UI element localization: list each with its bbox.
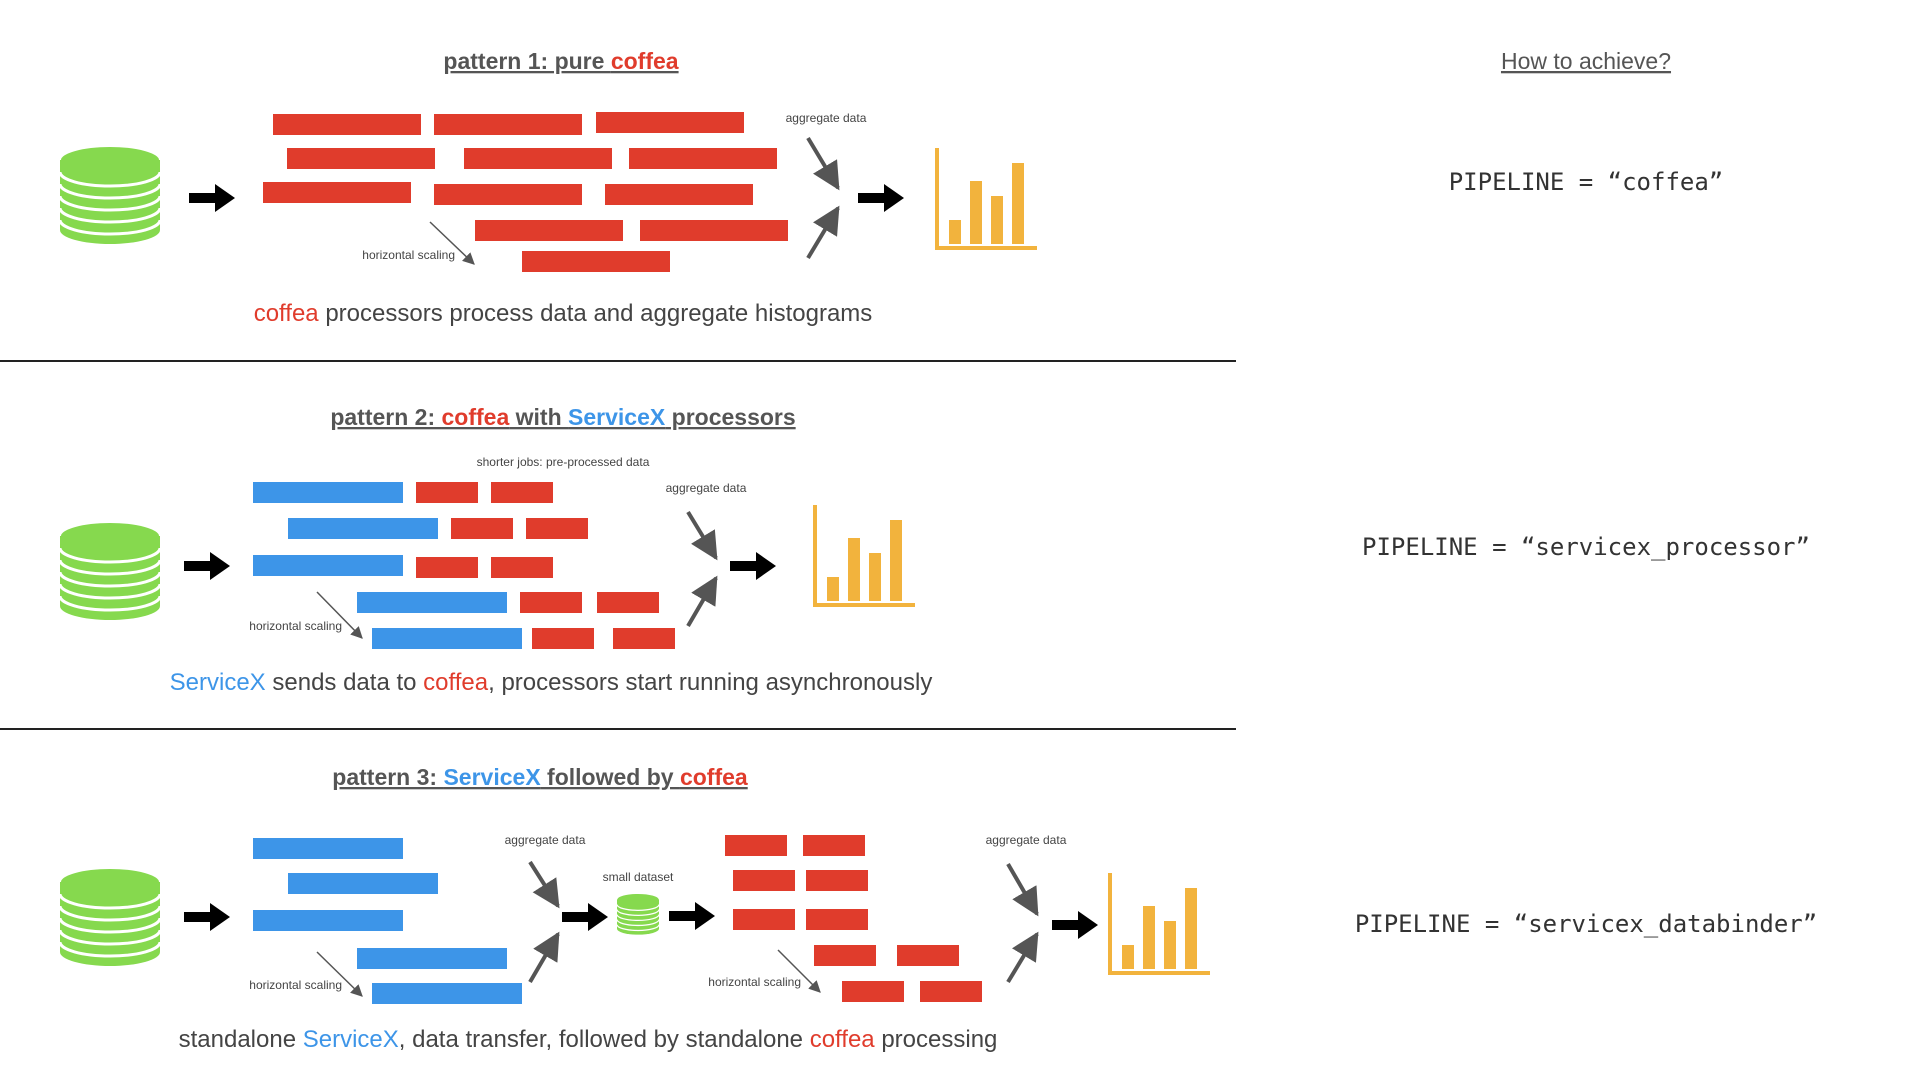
coffea-job — [522, 251, 670, 272]
aggregate-label: aggregate data — [666, 481, 747, 495]
servicex-job — [357, 948, 507, 969]
arrow-icon — [858, 184, 904, 212]
shorter-jobs-label: shorter jobs: pre-processed data — [477, 455, 650, 469]
aggregate-label: aggregate data — [505, 833, 586, 847]
histogram-icon — [935, 146, 1039, 250]
scaling-arrow — [777, 949, 821, 993]
database-icon — [58, 520, 162, 622]
histogram-icon — [1108, 871, 1212, 975]
arrow-icon — [562, 903, 608, 931]
aggregate-label: aggregate data — [786, 111, 867, 125]
coffea-job — [733, 909, 795, 930]
coffea-processors — [725, 835, 982, 1002]
aggregate-arrow-in — [1006, 862, 1039, 917]
coffea-job — [725, 835, 787, 856]
servicex-transformers — [253, 482, 522, 649]
coffea-job — [416, 482, 478, 503]
aggregate-arrow-in — [686, 510, 718, 561]
pipeline-code-3: PIPELINE = “servicex_databinder” — [1355, 910, 1817, 938]
arrow-icon — [184, 903, 230, 931]
arrow-icon — [730, 552, 776, 580]
coffea-job — [920, 981, 982, 1002]
coffea-job — [613, 628, 675, 649]
coffea-job — [520, 592, 582, 613]
coffea-job — [434, 114, 582, 135]
pattern-2-title: pattern 2: coffea with ServiceX processo… — [330, 404, 795, 430]
servicex-job — [357, 592, 507, 613]
coffea-job — [597, 592, 659, 613]
coffea-job — [733, 870, 795, 891]
arrow-icon — [669, 902, 715, 930]
coffea-job — [475, 220, 623, 241]
pattern-3-caption: standalone ServiceX, data transfer, foll… — [179, 1026, 998, 1053]
coffea-job — [897, 945, 959, 966]
aggregate-arrow-in — [686, 575, 718, 628]
servicex-job — [253, 910, 403, 931]
pipeline-code-1: PIPELINE = “coffea” — [1449, 168, 1724, 196]
arrow-icon — [184, 552, 230, 580]
servicex-job — [253, 838, 403, 859]
arrow-icon — [1052, 911, 1098, 939]
coffea-job — [605, 184, 753, 205]
pattern-2-caption: ServiceX sends data to coffea, processor… — [170, 669, 933, 696]
scaling-arrow — [429, 221, 475, 265]
coffea-job — [416, 557, 478, 578]
scaling-label: horizontal scaling — [249, 619, 342, 633]
coffea-processors — [416, 482, 675, 649]
servicex-job — [253, 555, 403, 576]
aggregate-arrow-in — [1006, 931, 1039, 984]
small-dataset-label: small dataset — [603, 870, 674, 884]
coffea-job — [532, 628, 594, 649]
coffea-job — [814, 945, 876, 966]
howto-title: How to achieve? — [1501, 48, 1671, 74]
coffea-job — [263, 182, 411, 203]
aggregate-arrow-in — [528, 860, 560, 909]
coffea-job — [596, 112, 744, 133]
scaling-arrow — [316, 591, 363, 639]
servicex-job — [372, 628, 522, 649]
pattern-2: pattern 2: coffea with ServiceX processo… — [58, 404, 933, 696]
pattern-1-caption: coffea processors process data and aggre… — [254, 300, 873, 327]
coffea-job — [451, 518, 513, 539]
histogram-icon — [813, 503, 917, 607]
scaling-arrow — [316, 951, 363, 997]
servicex-job — [372, 983, 522, 1004]
servicex-job — [288, 518, 438, 539]
coffea-processors — [263, 112, 788, 272]
coffea-job — [434, 184, 582, 205]
aggregate-arrow-in — [806, 136, 840, 191]
database-icon — [58, 144, 162, 246]
pattern-3: pattern 3: ServiceX followed by coffea h… — [58, 764, 1212, 1053]
coffea-job — [526, 518, 588, 539]
aggregate-arrow-in — [528, 931, 560, 984]
coffea-job — [842, 981, 904, 1002]
coffea-job — [464, 148, 612, 169]
servicex-job — [288, 873, 438, 894]
coffea-job — [806, 870, 868, 891]
scaling-label: horizontal scaling — [249, 978, 342, 992]
small-database-icon — [616, 892, 660, 936]
scaling-label: horizontal scaling — [362, 248, 455, 262]
coffea-job — [806, 909, 868, 930]
pattern-3-title: pattern 3: ServiceX followed by coffea — [332, 764, 748, 790]
servicex-job — [253, 482, 403, 503]
coffea-job — [273, 114, 421, 135]
pipeline-code-2: PIPELINE = “servicex_processor” — [1362, 533, 1810, 561]
database-icon — [58, 866, 162, 968]
aggregate-label: aggregate data — [986, 833, 1067, 847]
coffea-job — [491, 557, 553, 578]
pattern-1-title: pattern 1: pure coffea — [443, 48, 678, 74]
scaling-label: horizontal scaling — [708, 975, 801, 989]
servicex-transformers — [253, 838, 522, 1004]
coffea-job — [629, 148, 777, 169]
arrow-icon — [189, 184, 235, 212]
coffea-job — [640, 220, 788, 241]
coffea-job — [803, 835, 865, 856]
coffea-job — [287, 148, 435, 169]
pattern-1: pattern 1: pure coffea horizontal scalin… — [58, 48, 1039, 327]
aggregate-arrow-in — [806, 205, 840, 260]
coffea-job — [491, 482, 553, 503]
